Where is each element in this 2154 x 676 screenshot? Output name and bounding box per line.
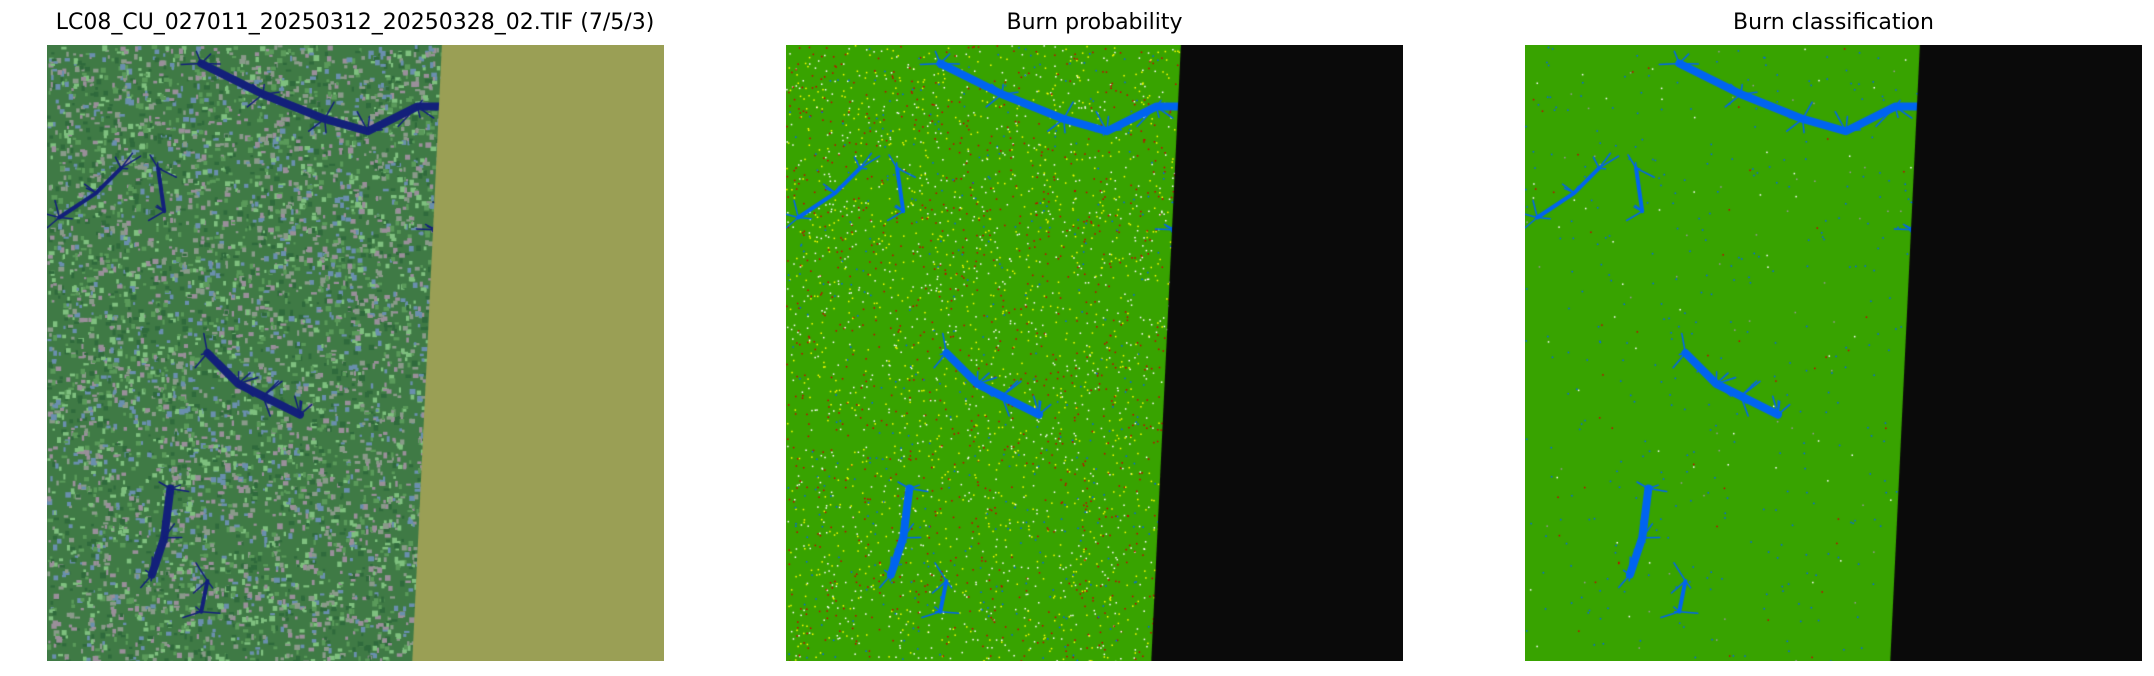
burn-classification-image — [1525, 45, 2142, 661]
composite-image — [47, 45, 664, 661]
burn-probability-image — [786, 45, 1403, 661]
panel-title-burn-classification: Burn classification — [1733, 10, 1934, 35]
panel-title-composite: LC08_CU_027011_20250312_20250328_02.TIF … — [55, 10, 655, 35]
panel-title-burn-probability: Burn probability — [1006, 10, 1183, 35]
